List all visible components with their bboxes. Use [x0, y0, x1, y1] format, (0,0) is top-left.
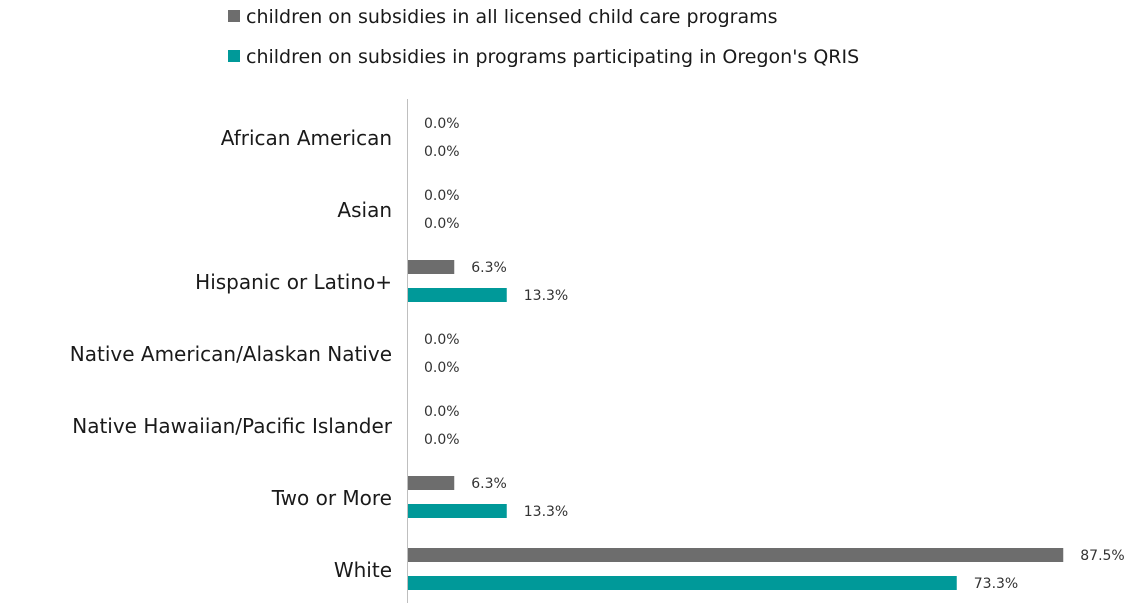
category-label: African American [221, 126, 392, 150]
category-label: Native American/Alaskan Native [70, 342, 392, 366]
category-label: Native Hawaiian/Pacific Islander [72, 414, 393, 438]
data-label: 13.3% [524, 504, 568, 520]
legend-item-qris: children on subsidies in programs partic… [228, 46, 859, 68]
legend-label-all-licensed: children on subsidies in all licensed ch… [246, 6, 778, 28]
data-label: 13.3% [524, 288, 568, 304]
data-label: 0.0% [424, 188, 460, 204]
category-label: Hispanic or Latino+ [195, 270, 392, 294]
bar [407, 576, 957, 590]
bar [407, 288, 507, 302]
data-label: 0.0% [424, 404, 460, 420]
category-label: Asian [337, 198, 392, 222]
bar [407, 260, 455, 274]
data-label: 0.0% [424, 332, 460, 348]
data-label: 0.0% [424, 216, 460, 232]
legend-swatch-all-licensed [228, 10, 240, 22]
legend-swatch-qris [228, 50, 240, 62]
category-label: Two or More [271, 486, 392, 510]
data-label: 6.3% [471, 476, 507, 492]
data-label: 87.5% [1080, 548, 1124, 564]
bar [407, 548, 1064, 562]
category-label: White [334, 558, 392, 582]
legend-label-qris: children on subsidies in programs partic… [246, 46, 860, 68]
data-label: 0.0% [424, 432, 460, 448]
data-label: 0.0% [424, 360, 460, 376]
data-label: 0.0% [424, 144, 460, 160]
data-label: 73.3% [974, 576, 1018, 592]
legend-item-all-licensed: children on subsidies in all licensed ch… [228, 6, 778, 28]
bar [407, 504, 507, 518]
data-label: 0.0% [424, 116, 460, 132]
bar [407, 476, 455, 490]
data-label: 6.3% [471, 260, 507, 276]
